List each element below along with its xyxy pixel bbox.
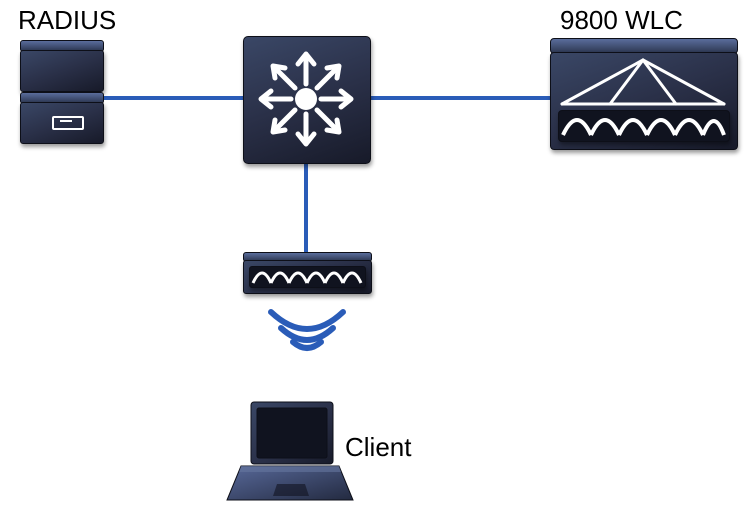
link-switch-ap: [304, 162, 308, 254]
switch-arrows-icon: [243, 36, 369, 162]
wlc-ports-icon: [558, 110, 728, 140]
link-switch-wlc: [370, 96, 550, 100]
link-server-switch: [102, 96, 243, 100]
radius-server: [20, 40, 102, 144]
radius-label: RADIUS: [18, 5, 116, 36]
client-laptop: [237, 400, 343, 500]
network-switch: [243, 36, 369, 162]
wlc-device: [550, 38, 736, 148]
wlc-antenna-icon: [550, 52, 736, 112]
wlc-label: 9800 WLC: [560, 5, 683, 36]
ap-ports-icon: [249, 266, 364, 286]
drive-slot-icon: [52, 116, 84, 130]
wifi-icon: [265, 298, 349, 356]
access-point: [243, 252, 370, 292]
